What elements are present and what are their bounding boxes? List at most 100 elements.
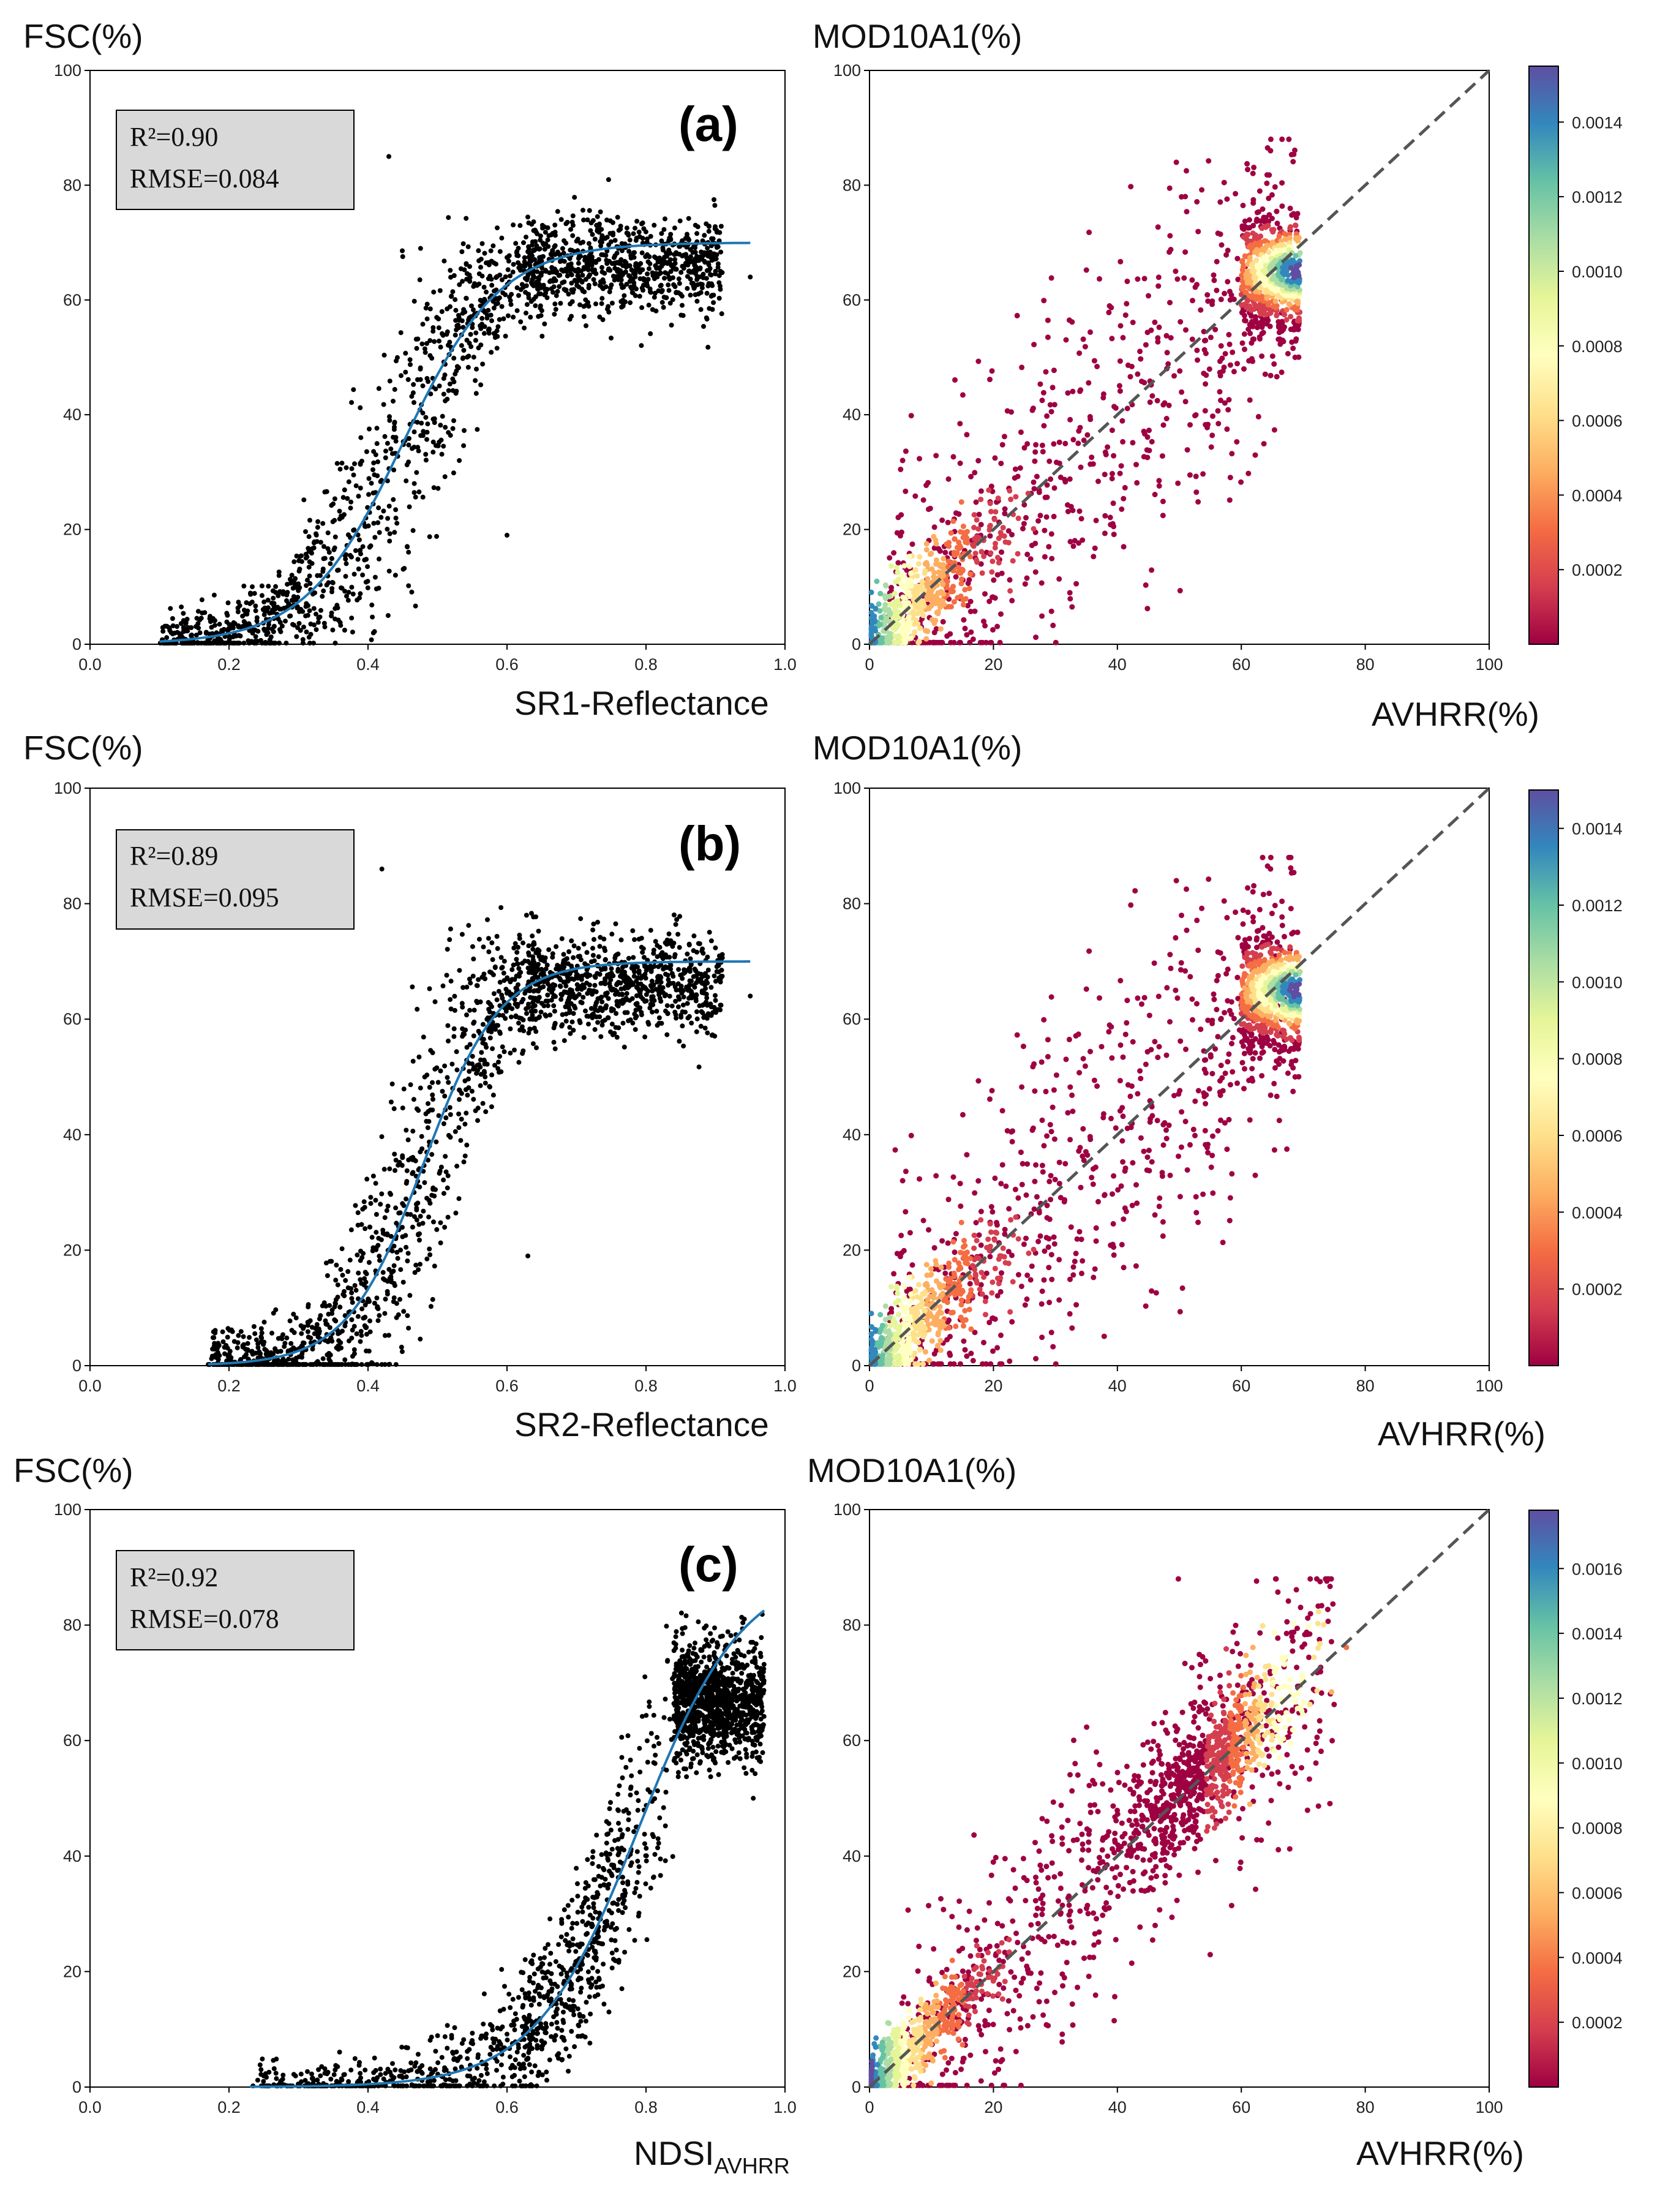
- b-left-point: [490, 1093, 496, 1098]
- a-left-point: [472, 281, 478, 287]
- b-left-point: [405, 1251, 411, 1256]
- a-right-density-point: [1175, 480, 1181, 486]
- a-left-point: [663, 270, 668, 276]
- a-right-density-point: [1156, 483, 1162, 489]
- a-right-density-point: [1206, 366, 1212, 372]
- b-left-point: [474, 983, 479, 988]
- a-right-density-point: [931, 533, 937, 540]
- a-right-density-point: [1250, 197, 1256, 203]
- a-right-density-point: [1241, 366, 1247, 372]
- a-left-ylabel: FSC(%): [23, 17, 143, 55]
- a-right-density-point: [1246, 358, 1252, 364]
- b-left-point: [309, 1325, 315, 1330]
- a-left-point: [217, 622, 222, 627]
- b-left-point: [608, 987, 614, 992]
- a-right-density-point: [1250, 170, 1256, 176]
- a-left-point: [387, 531, 393, 536]
- b-left-point: [405, 1258, 410, 1263]
- a-left-point: [259, 593, 265, 598]
- a-left-point: [464, 216, 469, 221]
- a-left-point: [266, 584, 271, 589]
- a-right-density-point: [971, 536, 977, 542]
- a-right-density-point: [958, 529, 964, 535]
- b-left-point: [581, 1035, 587, 1040]
- a-left-point: [409, 589, 415, 595]
- a-right-density-point: [1039, 613, 1045, 619]
- a-right-ytick-label: 60: [843, 291, 861, 309]
- a-right-density-point: [1045, 317, 1051, 323]
- a-right-density-point: [1134, 480, 1140, 486]
- a-panel-tag: (a): [678, 97, 738, 151]
- a-left-point: [526, 295, 531, 301]
- b-left-point: [410, 1129, 416, 1134]
- b-left-point: [508, 1014, 514, 1020]
- a-right-xtick-label: 60: [1232, 655, 1250, 674]
- b-left-point: [350, 1300, 355, 1305]
- a-right-density-point: [990, 559, 996, 565]
- a-right-density-point: [998, 611, 1004, 617]
- a-right-density-point: [1073, 581, 1080, 587]
- a-left-xtick-label: 0.4: [356, 655, 380, 674]
- b-left-point: [677, 945, 682, 950]
- b-left-point: [360, 1206, 366, 1212]
- a-left-point: [383, 448, 388, 454]
- a-left-point: [705, 345, 711, 350]
- a-left-point: [427, 338, 433, 344]
- a-left-point: [451, 273, 457, 278]
- a-left-point: [604, 261, 610, 266]
- a-left-point: [391, 467, 397, 473]
- a-left-point: [464, 276, 470, 282]
- a-right-density-point: [997, 639, 1003, 645]
- a-left-point: [411, 445, 417, 450]
- b-left-point: [626, 955, 631, 961]
- a-right-density-point: [1270, 229, 1276, 235]
- a-left-point: [184, 626, 189, 631]
- a-left-point: [633, 238, 639, 243]
- a-left-point: [513, 241, 519, 246]
- a-left-point: [181, 611, 186, 616]
- a-left-point: [481, 331, 487, 336]
- a-left-ytick-label: 20: [63, 521, 81, 539]
- a-right-density-points: [868, 136, 1303, 645]
- a-left-point: [362, 524, 367, 529]
- a-left-point: [522, 325, 527, 331]
- b-left-point: [280, 1356, 286, 1362]
- a-right-ytick-label: 80: [843, 176, 861, 194]
- a-left-point: [371, 449, 377, 454]
- a-left-point: [451, 470, 456, 476]
- b-left-point: [307, 1362, 313, 1367]
- a-right-density-point: [906, 554, 912, 560]
- a-left-point: [508, 302, 514, 307]
- a-left-point: [660, 247, 666, 253]
- a-right-density-point: [1062, 479, 1069, 485]
- a-right-density-point: [941, 555, 947, 562]
- a-left-point: [410, 390, 416, 396]
- a-right-density-point: [1032, 540, 1039, 546]
- a-left-point: [370, 467, 375, 472]
- a-left-point: [224, 611, 230, 616]
- a-right-density-point: [1027, 556, 1034, 562]
- b-left-point: [430, 1050, 435, 1055]
- a-left-point: [385, 440, 390, 446]
- a-right-density-point: [1149, 567, 1155, 573]
- a-right-density-point: [978, 488, 984, 494]
- a-left-point: [672, 257, 678, 262]
- a-left-point: [261, 607, 266, 612]
- b-left-point: [551, 1039, 557, 1045]
- b-left-point: [651, 947, 656, 953]
- b-left-point: [699, 1009, 704, 1014]
- b-left-point: [355, 1314, 361, 1319]
- b-left-point: [373, 1181, 378, 1186]
- a-left-point: [674, 251, 679, 257]
- a-left-point: [476, 258, 482, 263]
- a-left-point: [315, 525, 320, 530]
- a-left-point: [495, 225, 500, 231]
- a-right-density-point: [950, 518, 956, 524]
- b-left-point: [614, 1034, 620, 1040]
- a-left-point: [667, 301, 673, 306]
- a-right-density-point: [1146, 293, 1151, 299]
- b-left-point: [609, 1021, 615, 1027]
- a-right-density-point: [1107, 514, 1113, 521]
- a-left-point: [718, 249, 724, 255]
- a-left-point: [664, 261, 670, 266]
